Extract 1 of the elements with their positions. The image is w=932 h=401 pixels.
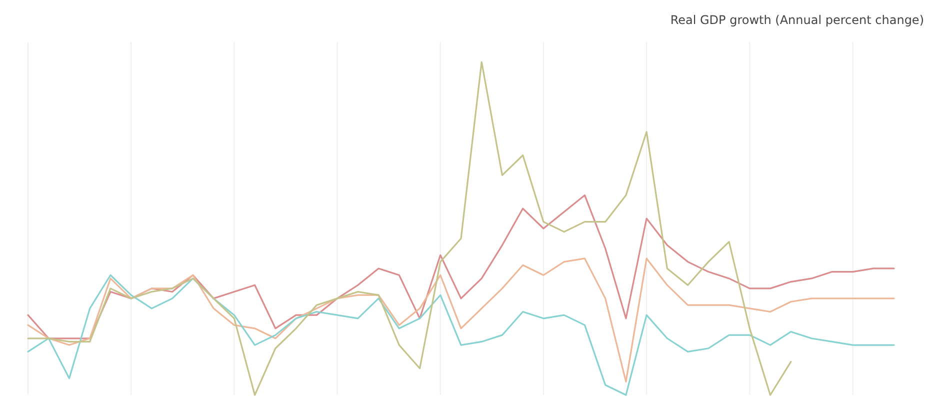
chart-title: Real GDP growth (Annual percent change) <box>670 13 924 27</box>
